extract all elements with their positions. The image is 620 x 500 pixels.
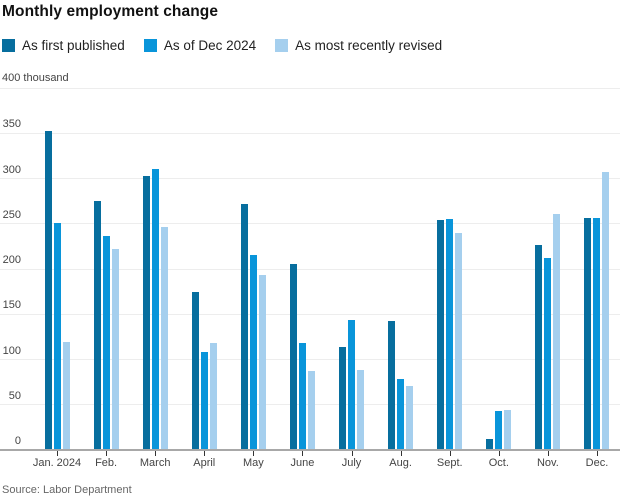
legend-item-as-most-recently-revised: As most recently revised xyxy=(275,38,442,53)
bar-oct-as-of-dec-2024 xyxy=(495,411,503,450)
x-label-dec: Dec. xyxy=(585,457,609,469)
y-axis-unit-label: 400 thousand xyxy=(2,72,69,84)
bar-may-as-most-recently-revised xyxy=(258,275,266,450)
x-label-oct: Oct. xyxy=(488,457,509,469)
bar-march-as-most-recently-revised xyxy=(160,227,168,450)
bar-april-as-first-published xyxy=(191,291,199,450)
x-tick-sept xyxy=(449,451,451,456)
bar-jan-2024-as-of-dec-2024 xyxy=(53,222,61,450)
bar-april-as-of-dec-2024 xyxy=(200,352,208,450)
y-axis-label-250: 250 xyxy=(2,208,21,221)
x-tick-may xyxy=(253,451,255,456)
legend-swatch-as-most-recently-revised xyxy=(275,39,289,52)
bar-dec-as-first-published xyxy=(584,218,592,450)
gridline-350 xyxy=(0,132,620,134)
bar-july-as-first-published xyxy=(339,346,347,450)
bar-april-as-most-recently-revised xyxy=(209,343,217,450)
bar-aug-as-first-published xyxy=(388,321,396,450)
bar-jan-2024-as-most-recently-revised xyxy=(62,342,70,450)
bar-july-as-of-dec-2024 xyxy=(348,319,356,450)
bar-may-as-first-published xyxy=(240,203,248,450)
y-axis-label-300: 300 xyxy=(2,163,21,176)
bar-oct-as-first-published xyxy=(486,439,494,450)
bar-feb-as-most-recently-revised xyxy=(111,249,119,450)
x-tick-july xyxy=(351,451,353,456)
legend-swatch-as-of-dec-2024 xyxy=(143,39,157,52)
bar-july-as-most-recently-revised xyxy=(357,370,365,450)
x-label-nov: Nov. xyxy=(536,457,559,469)
bar-aug-as-of-dec-2024 xyxy=(397,379,405,450)
bar-feb-as-of-dec-2024 xyxy=(102,236,110,450)
y-axis-label-200: 200 xyxy=(2,254,21,266)
x-label-april: April xyxy=(193,457,216,469)
bar-june-as-first-published xyxy=(289,263,297,450)
bar-nov-as-most-recently-revised xyxy=(553,213,561,450)
x-tick-feb xyxy=(106,451,108,456)
gridline-100 xyxy=(0,359,620,360)
legend-label: As first published xyxy=(22,38,125,53)
x-label-feb: Feb. xyxy=(95,457,118,469)
bar-sept-as-first-published xyxy=(437,220,445,450)
legend-item-as-first-published: As first published xyxy=(2,38,125,53)
bar-dec-as-most-recently-revised xyxy=(602,172,610,450)
x-label-july: July xyxy=(341,457,362,469)
x-tick-oct xyxy=(498,451,500,456)
y-axis-label-0: 0 xyxy=(14,435,21,447)
bar-sept-as-of-dec-2024 xyxy=(446,219,454,450)
legend-item-as-of-dec-2024: As of Dec 2024 xyxy=(143,38,257,53)
x-tick-dec xyxy=(596,451,598,456)
x-label-sept: Sept. xyxy=(436,457,463,469)
x-label-jan-2024: Jan. 2024 xyxy=(32,457,82,469)
x-axis-line xyxy=(0,449,620,451)
bar-march-as-first-published xyxy=(142,175,150,450)
bar-feb-as-first-published xyxy=(93,201,101,450)
bar-march-as-of-dec-2024 xyxy=(151,169,159,450)
gridline-400 xyxy=(0,87,620,89)
gridline-300 xyxy=(0,178,620,179)
bar-sept-as-most-recently-revised xyxy=(455,232,463,450)
legend-label: As of Dec 2024 xyxy=(163,38,257,53)
gridline-150 xyxy=(0,313,620,315)
x-tick-jan-2024 xyxy=(57,451,58,456)
legend-swatch-as-first-published xyxy=(2,39,15,52)
bar-nov-as-of-dec-2024 xyxy=(544,258,552,450)
x-tick-aug xyxy=(400,451,402,456)
x-tick-april xyxy=(204,451,206,456)
x-label-may: May xyxy=(242,457,264,469)
x-tick-june xyxy=(302,451,304,456)
legend: As first published As of Dec 2024 As mos… xyxy=(2,38,442,53)
chart-title: Monthly employment change xyxy=(2,3,219,20)
bar-oct-as-most-recently-revised xyxy=(504,410,512,450)
bar-dec-as-of-dec-2024 xyxy=(593,218,601,450)
x-tick-march xyxy=(155,451,157,456)
legend-label: As most recently revised xyxy=(295,38,443,53)
gridline-200 xyxy=(0,268,620,270)
gridline-250 xyxy=(0,223,620,225)
y-axis-label-350: 350 xyxy=(2,118,21,131)
x-label-march: March xyxy=(139,457,171,469)
source-note: Source: Labor Department xyxy=(2,484,132,496)
bar-june-as-most-recently-revised xyxy=(307,371,315,450)
x-label-aug: Aug. xyxy=(389,457,412,469)
bar-nov-as-first-published xyxy=(535,244,543,450)
bar-aug-as-most-recently-revised xyxy=(406,385,414,450)
y-axis-label-100: 100 xyxy=(2,344,21,357)
y-axis-label-50: 50 xyxy=(8,389,21,402)
y-axis-label-150: 150 xyxy=(2,299,21,312)
bar-may-as-of-dec-2024 xyxy=(249,254,257,450)
bar-jan-2024-as-first-published xyxy=(44,130,52,450)
bar-june-as-of-dec-2024 xyxy=(298,343,306,450)
x-tick-nov xyxy=(547,451,549,456)
x-label-june: June xyxy=(290,457,315,469)
